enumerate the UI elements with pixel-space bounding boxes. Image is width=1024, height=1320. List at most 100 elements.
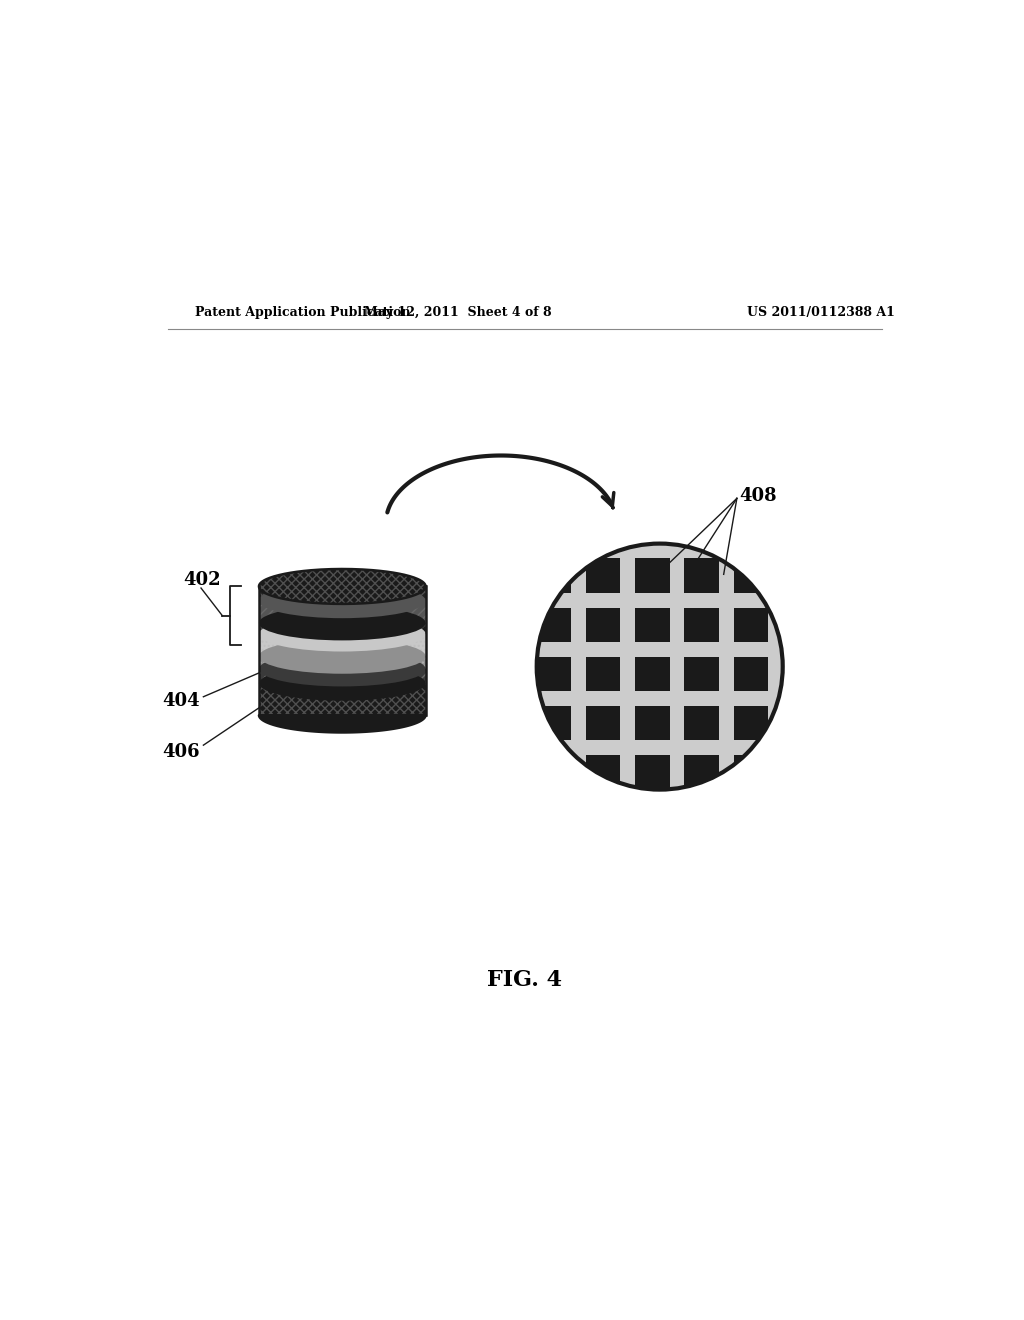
Bar [621,642,635,692]
Bar [259,669,426,684]
Bar [733,558,768,593]
Bar [782,607,817,642]
Bar [635,804,670,838]
Bar [866,741,881,789]
Bar [259,623,426,634]
Bar [537,657,571,692]
Bar [684,804,719,838]
Bar [259,684,426,715]
Bar [487,445,522,459]
Bar [571,741,586,789]
Bar [817,642,831,657]
Bar [487,692,522,706]
Bar [866,445,881,495]
Bar [782,510,817,544]
Bar [522,445,537,495]
Bar [259,586,426,601]
Bar [866,789,881,838]
Bar [259,656,426,669]
Bar [768,593,782,642]
Bar [487,804,522,838]
Bar [670,544,684,558]
Bar [719,789,733,838]
Bar [621,789,635,804]
Ellipse shape [259,569,426,605]
Bar [586,741,621,755]
Bar [621,692,635,741]
Bar [670,741,684,755]
Bar [487,755,522,789]
Bar [621,495,635,544]
Bar [719,593,733,642]
Bar [586,445,621,459]
Bar [768,544,782,558]
Bar [537,692,571,706]
Bar [259,601,426,623]
Bar [719,445,733,495]
Bar [487,593,522,607]
Bar [670,495,684,544]
Bar [571,692,586,706]
Bar [831,445,866,459]
Bar [817,445,831,459]
Bar [670,544,684,593]
Bar [571,642,586,692]
Bar [817,445,831,495]
Bar [684,755,719,789]
Bar [782,642,817,657]
Bar [719,642,733,657]
Bar [719,544,733,593]
Bar [733,593,768,607]
Bar [719,692,733,741]
Bar [537,495,571,510]
Bar [537,789,571,804]
Bar [782,495,817,510]
Bar [571,692,586,741]
Bar [782,558,817,593]
Bar [259,601,426,623]
Bar [733,804,768,838]
Bar [670,789,684,804]
Bar [817,642,831,692]
Bar [586,755,621,789]
Bar [684,692,719,706]
Bar [586,510,621,544]
Bar [522,642,537,657]
Bar [522,495,537,544]
Bar [719,544,733,558]
Bar [719,495,733,510]
Bar [635,657,670,692]
Bar [259,684,426,715]
Bar [635,445,670,459]
Bar [733,741,768,755]
Bar [571,593,586,642]
Bar [487,558,522,593]
Bar [817,692,831,706]
Bar [719,741,733,789]
Bar [817,593,831,642]
Ellipse shape [259,569,426,605]
Bar [522,544,537,593]
Bar [571,544,586,558]
Bar [719,495,733,544]
Bar [586,544,621,558]
Bar [831,593,866,607]
Bar [768,495,782,510]
Text: 406: 406 [162,743,200,760]
Bar [719,445,733,459]
Bar [768,642,782,692]
Bar [670,741,684,789]
Circle shape [537,544,782,789]
Bar [487,544,522,558]
Bar [259,669,426,684]
Bar [733,510,768,544]
Ellipse shape [259,665,426,701]
Bar [782,741,817,755]
Bar [487,510,522,544]
Bar [635,593,670,607]
Bar [782,804,817,838]
Bar [670,593,684,607]
Bar [621,445,635,495]
Bar [487,657,522,692]
Bar [670,445,684,495]
